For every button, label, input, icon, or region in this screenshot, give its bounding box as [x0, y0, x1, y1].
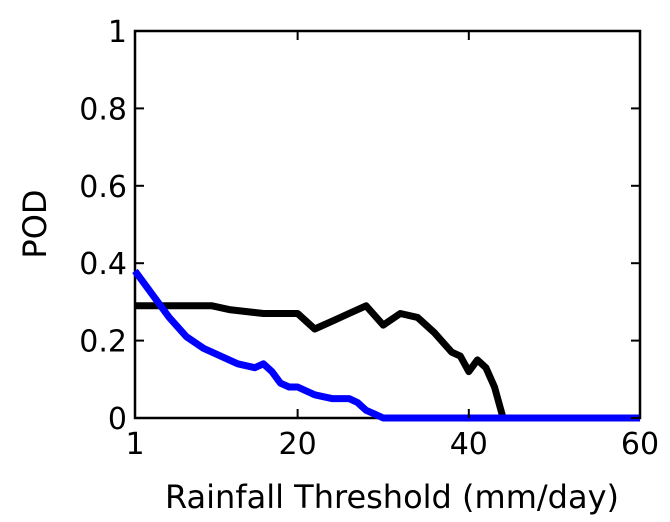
series-line-1 — [132, 268, 640, 422]
y-tick-label: 0.8 — [79, 92, 127, 127]
y-tick-label: 1 — [108, 15, 127, 50]
y-tick-label: 0 — [108, 402, 127, 437]
x-tick-label: 20 — [279, 427, 317, 462]
tick-layer: 1 20 40 60 0 0.2 0.4 0.6 0.8 1 — [79, 15, 659, 462]
x-tick-label: 40 — [450, 427, 488, 462]
y-tick-label: 0.2 — [79, 325, 127, 360]
y-tick-label: 0.4 — [79, 247, 127, 282]
x-tick-label: 1 — [125, 427, 144, 462]
y-tick-label: 0.6 — [79, 170, 127, 205]
y-axis-title: POD — [16, 189, 54, 258]
series-line-0 — [135, 302, 640, 422]
plot-area-frame — [133, 29, 642, 420]
x-axis-title: Rainfall Threshold (mm/day) — [165, 478, 619, 516]
x-tick-label: 60 — [621, 427, 659, 462]
series-layer — [132, 268, 640, 422]
